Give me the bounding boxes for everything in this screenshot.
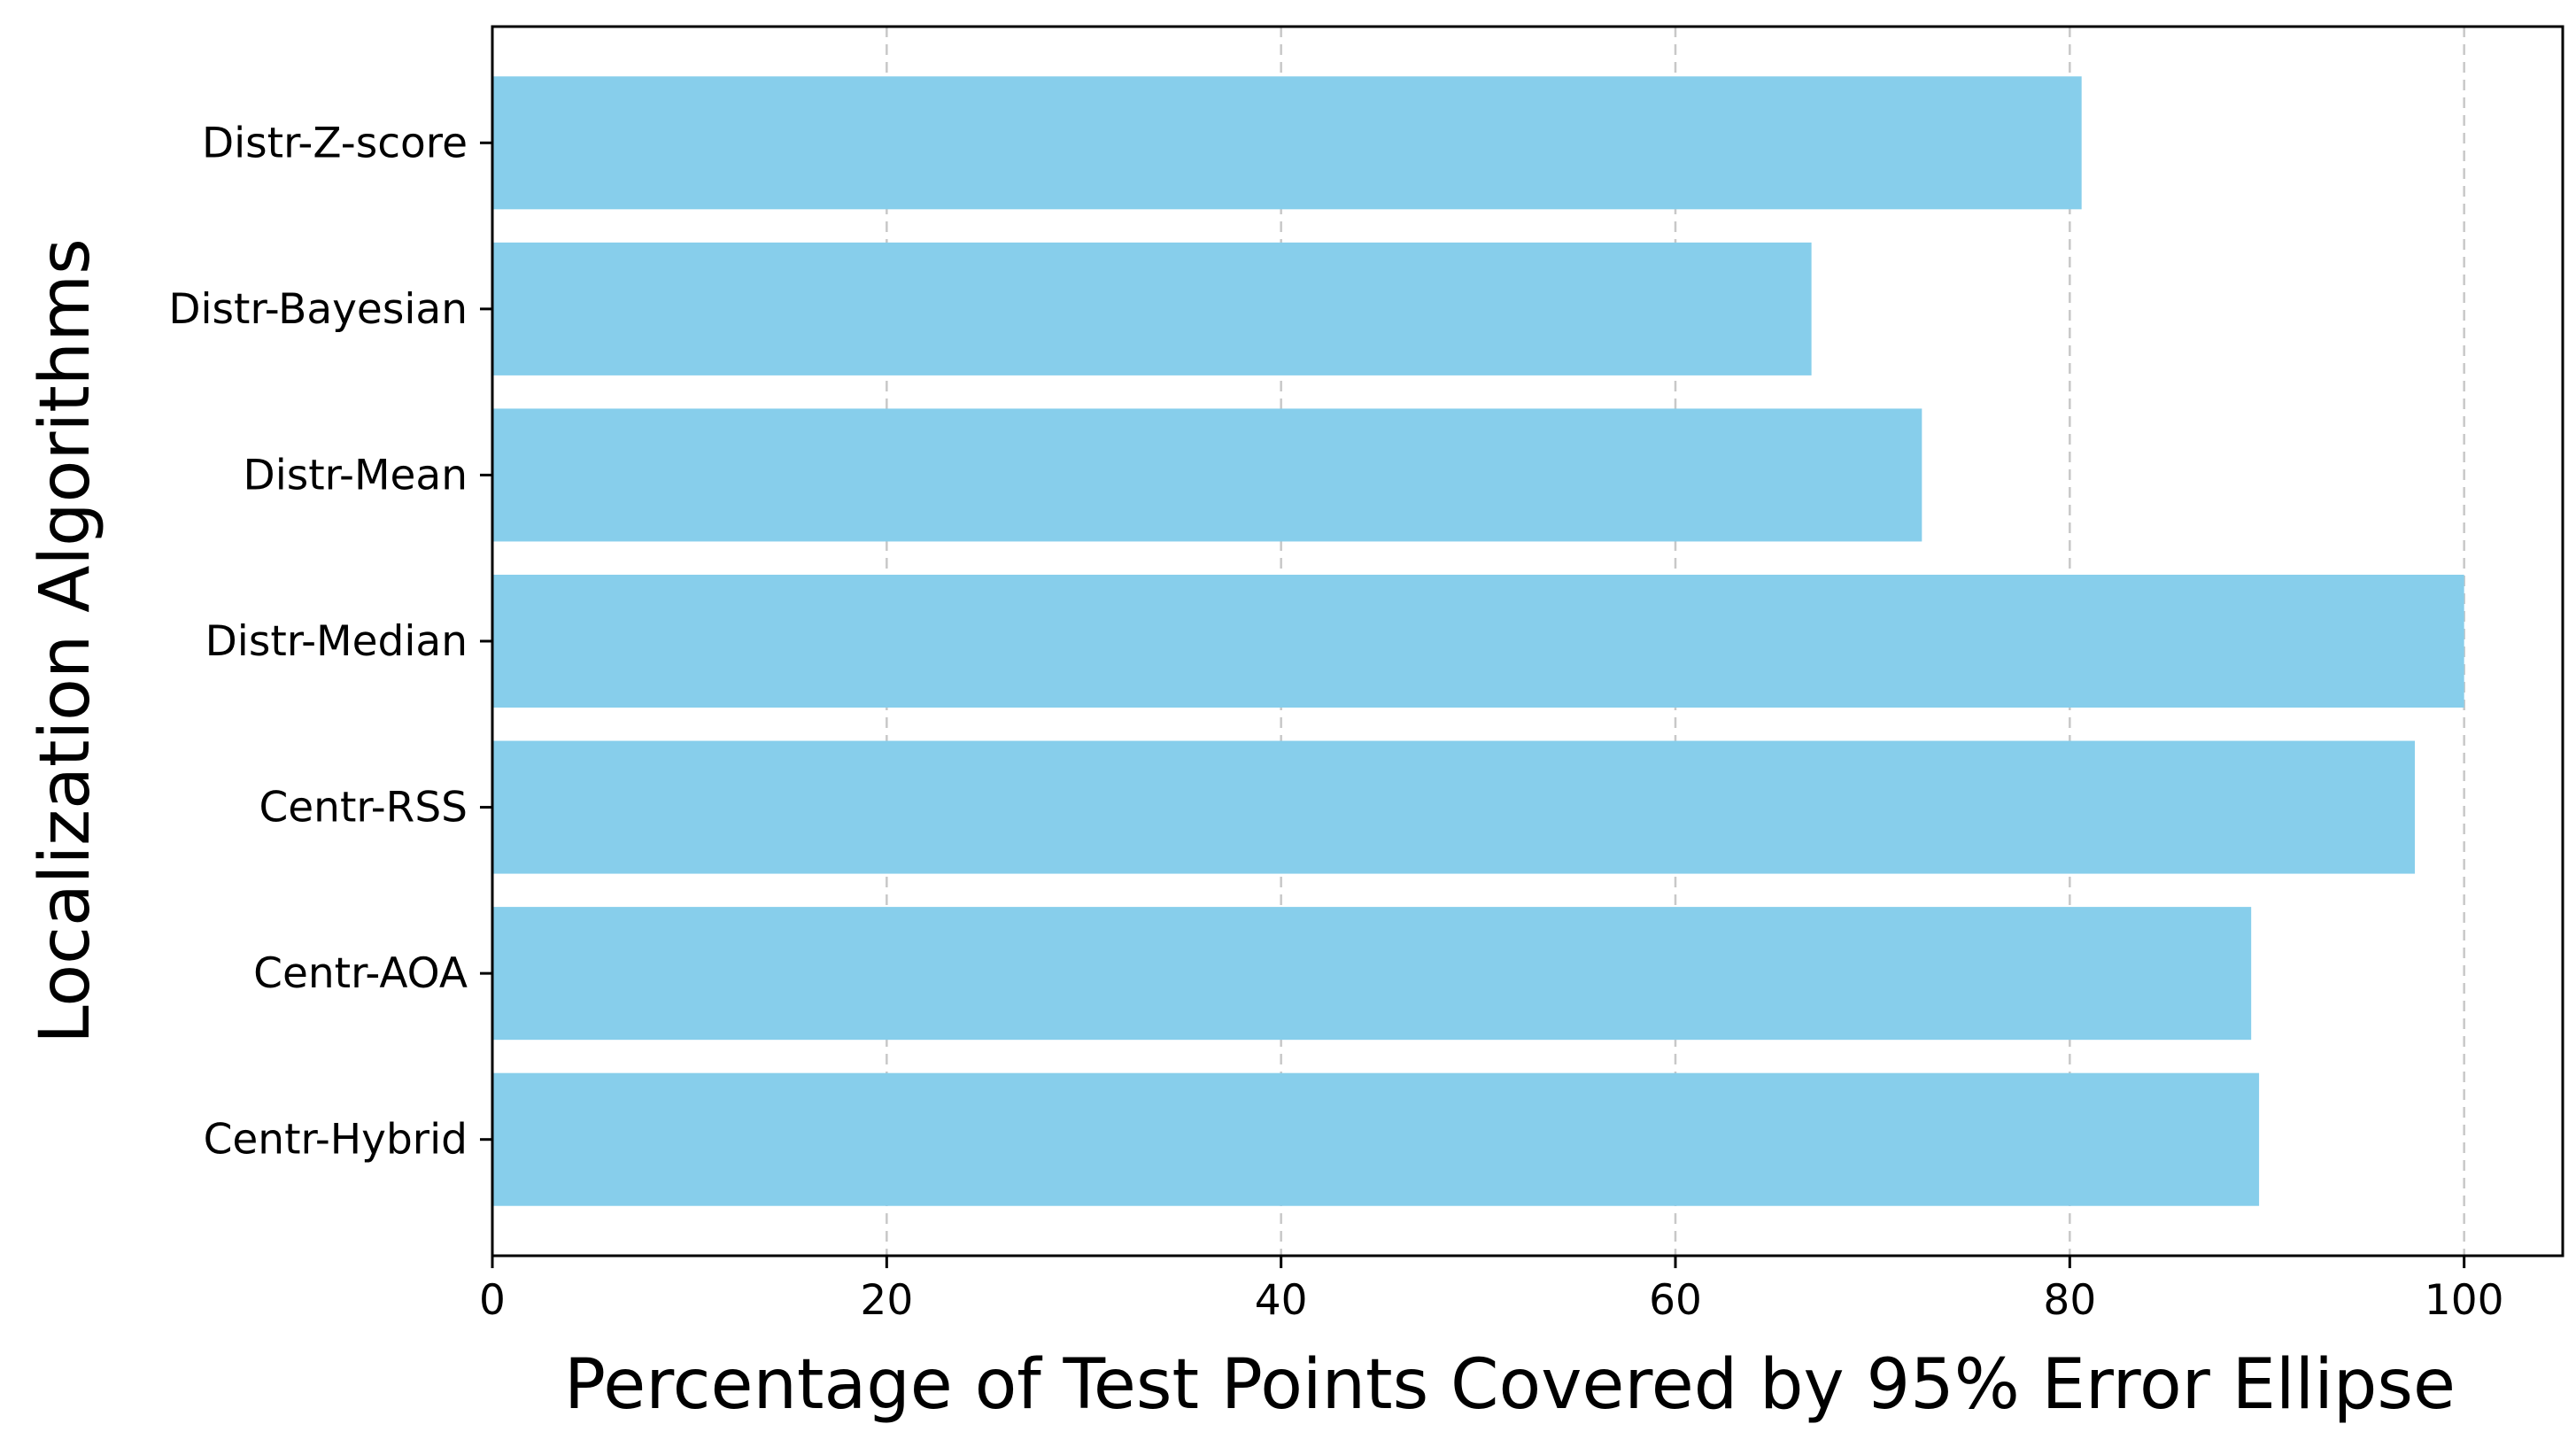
y-tick-label-centr-aoa: Centr-AOA bbox=[253, 949, 468, 998]
x-tick-label-20: 20 bbox=[860, 1276, 913, 1325]
x-tick-label-0: 0 bbox=[479, 1276, 506, 1325]
y-tick-label-distr-z-score: Distr-Z-score bbox=[202, 119, 468, 167]
x-tick-label-100: 100 bbox=[2425, 1276, 2504, 1325]
x-tick-label-60: 60 bbox=[1649, 1276, 1702, 1325]
x-axis-title: Percentage of Test Points Covered by 95%… bbox=[564, 1345, 2456, 1425]
bar-distr-mean bbox=[492, 408, 1922, 542]
bar-distr-z-score bbox=[492, 76, 2082, 210]
bar-centr-hybrid bbox=[492, 1072, 2260, 1206]
bars-layer bbox=[492, 76, 2464, 1206]
y-tick-label-distr-median: Distr-Median bbox=[205, 617, 468, 666]
grid-layer bbox=[886, 27, 2465, 1256]
bar-distr-median bbox=[492, 574, 2464, 708]
x-tick-label-80: 80 bbox=[2043, 1276, 2096, 1325]
y-ticks: Centr-Hybrid Centr-AOA Centr-RSS Distr-Medi… bbox=[168, 119, 492, 1165]
y-axis-title: Localization Algorithms bbox=[26, 238, 105, 1043]
bar-centr-rss bbox=[492, 740, 2415, 874]
y-tick-label-centr-hybrid: Centr-Hybrid bbox=[204, 1116, 468, 1165]
bar-centr-aoa bbox=[492, 907, 2252, 1041]
y-tick-label-distr-bayesian: Distr-Bayesian bbox=[168, 285, 468, 334]
bar-distr-bayesian bbox=[492, 242, 1812, 375]
x-ticks: 0 20 40 60 80 100 bbox=[479, 1256, 2504, 1325]
x-tick-label-40: 40 bbox=[1255, 1276, 1308, 1325]
y-tick-label-centr-rss: Centr-RSS bbox=[259, 784, 468, 832]
y-tick-label-distr-mean: Distr-Mean bbox=[244, 451, 468, 499]
